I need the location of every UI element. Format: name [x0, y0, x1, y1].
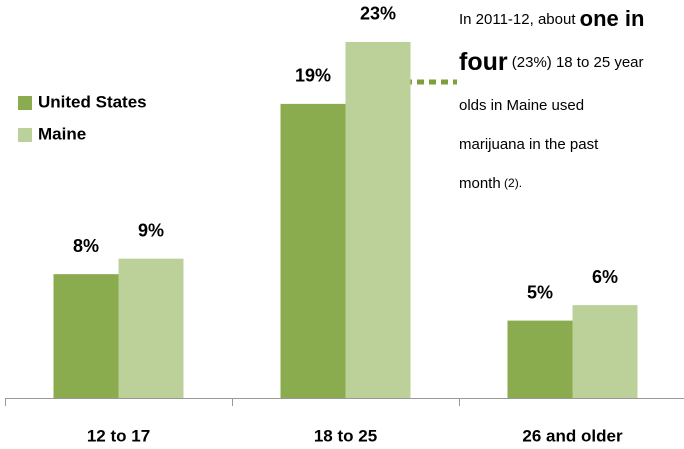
bar [53, 274, 119, 398]
data-label: 6% [592, 267, 618, 287]
annotation-text: marijuana in the past [459, 136, 599, 153]
annotation-text: olds in Maine used [459, 97, 584, 114]
annotation-line: In 2011-12, about one in [459, 6, 644, 31]
bar [507, 320, 573, 398]
legend-label: United States [38, 92, 147, 111]
data-label: 5% [527, 282, 553, 302]
bar [345, 41, 411, 399]
x-tick-label: 12 to 17 [87, 426, 150, 445]
x-tick-label: 26 and older [522, 426, 623, 445]
bar [572, 305, 638, 398]
legend-label: Maine [38, 124, 86, 143]
bar [280, 103, 346, 398]
data-label: 19% [295, 66, 331, 86]
annotation-emphasis: one in [580, 6, 645, 31]
annotation-text: In 2011-12, about [459, 11, 580, 28]
x-tick-label: 18 to 25 [314, 426, 377, 445]
annotation-note: (2). [501, 176, 522, 190]
data-label: 23% [360, 4, 396, 24]
annotation-line: month (2). [459, 175, 522, 192]
annotation-text: month [459, 175, 501, 192]
annotation-line: four (23%) 18 to 25 year [459, 48, 644, 76]
data-label: 8% [73, 236, 99, 256]
data-label: 9% [138, 220, 164, 240]
bar [118, 258, 184, 398]
legend-swatch [18, 96, 32, 110]
annotation-emphasis: four [459, 48, 508, 76]
annotation-text: (23%) 18 to 25 year [508, 54, 644, 71]
legend-swatch [18, 128, 32, 142]
